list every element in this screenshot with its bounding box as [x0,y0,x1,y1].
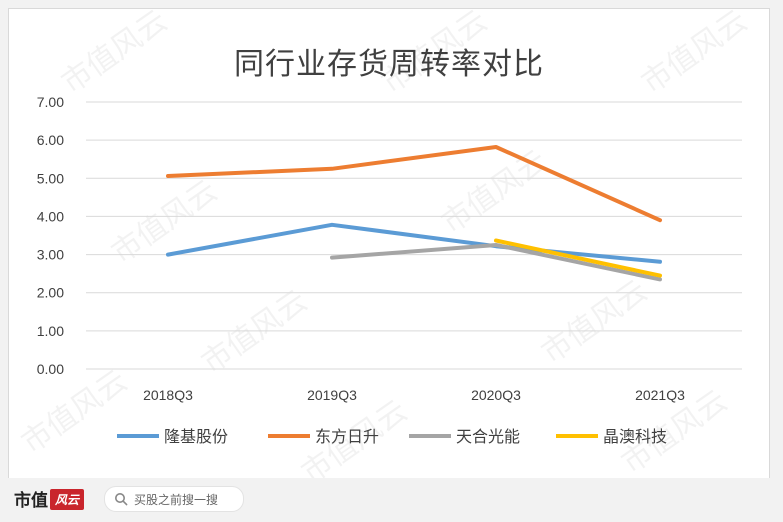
y-tick-label: 3.00 [37,247,64,263]
brand-mark: 风云 [50,489,85,510]
search-placeholder: 买股之前搜一搜 [134,492,219,507]
watermark-text: 市值风云 [635,3,753,100]
watermark-text: 市值风云 [195,283,313,380]
footer-bar: 市值 风云 买股之前搜一搜 [0,478,783,522]
watermark-text: 市值风云 [375,3,493,100]
y-tick-label: 4.00 [37,208,64,224]
series-line [330,243,662,282]
watermark-text: 市值风云 [15,363,133,460]
legend-label: 天合光能 [456,428,520,446]
series-line [166,145,662,223]
x-tick-label: 2021Q3 [635,387,685,403]
watermark-text: 市值风云 [55,3,173,100]
chart-title: 同行业存货周转率对比 [234,47,544,82]
brand-logo[interactable]: 市值 风云 [14,486,85,511]
y-tick-label: 5.00 [37,170,64,186]
y-tick-label: 7.00 [37,94,64,110]
legend-label: 东方日升 [315,428,379,446]
watermark-text: 市值风云 [535,273,653,370]
y-tick-label: 0.00 [37,361,64,377]
search-icon [115,493,128,506]
y-tick-label: 1.00 [37,323,64,339]
watermark-text: 市值风云 [105,173,223,270]
search-box[interactable]: 买股之前搜一搜 [104,486,244,512]
x-tick-label: 2020Q3 [471,387,521,403]
y-tick-label: 6.00 [37,132,64,148]
x-tick-label: 2018Q3 [143,387,193,403]
brand-text: 市值 [14,491,48,511]
x-tick-label: 2019Q3 [307,387,357,403]
series-line [494,238,662,278]
chart-card: 同行业存货周转率对比 [8,8,770,480]
y-tick-label: 2.00 [37,285,64,301]
legend-label: 隆基股份 [164,428,228,446]
legend-label: 晶澳科技 [603,428,667,446]
watermark-text: 市值风云 [435,143,553,240]
series-line [166,222,662,264]
